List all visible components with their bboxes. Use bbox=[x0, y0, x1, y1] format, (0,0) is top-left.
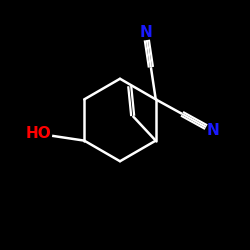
Text: N: N bbox=[207, 124, 220, 138]
Text: N: N bbox=[139, 25, 152, 40]
Text: HO: HO bbox=[26, 126, 52, 141]
